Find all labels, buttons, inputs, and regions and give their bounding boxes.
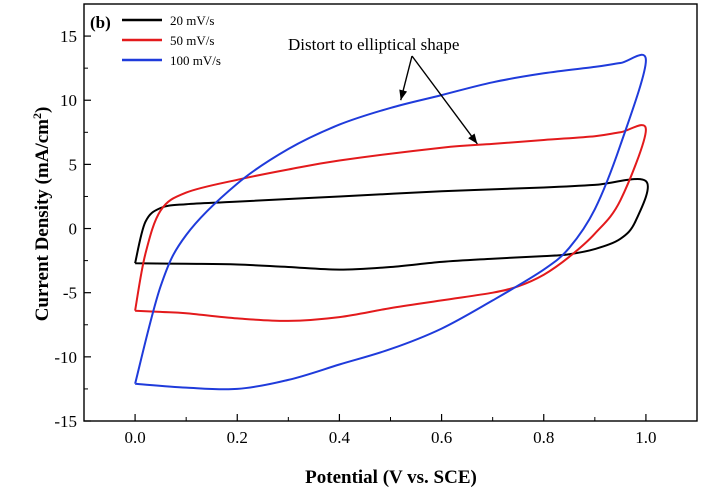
y-tick-label: 15 (60, 27, 77, 46)
panel-label: (b) (90, 13, 111, 32)
series-line-2 (134, 53, 647, 391)
x-tick-label: 0.4 (329, 428, 351, 447)
annotation-arrow-1 (411, 55, 478, 145)
y-tick-label: -10 (54, 348, 77, 367)
x-tick-label: 0.8 (533, 428, 554, 447)
legend-label-2: 100 mV/s (170, 53, 221, 68)
y-tick-label: 10 (60, 91, 77, 110)
axis-ticks: 0.0 0.2 0.4 0.6 0.8 1.0 -15 -10 -5 0 5 10 15 (54, 3, 698, 447)
legend: 20 mV/s 50 mV/s 100 mV/s (122, 13, 221, 68)
annotation-text: Distort to elliptical shape (288, 35, 459, 54)
y-tick-label: 5 (69, 155, 78, 174)
legend-label-0: 20 mV/s (170, 13, 214, 28)
annotation-arrowhead-1 (468, 133, 478, 144)
x-tick-label: 0.0 (124, 428, 145, 447)
y-axis-label-superscript: 2 (30, 113, 44, 119)
series-line-1 (134, 124, 647, 322)
y-tick-label: -5 (63, 284, 77, 303)
x-tick-label: 1.0 (635, 428, 656, 447)
legend-label-1: 50 mV/s (170, 33, 214, 48)
annotation-arrows (399, 55, 478, 145)
annotation-arrowhead-0 (399, 89, 408, 101)
x-tick-label: 0.6 (431, 428, 452, 447)
y-tick-label: -15 (54, 412, 77, 431)
series-layer (134, 53, 649, 391)
y-axis-label: Current Density (mA/cm2) (30, 107, 53, 322)
y-axis-label-main: Current Density (mA/cm (32, 119, 53, 321)
x-axis-label: Potential (V vs. SCE) (305, 467, 477, 488)
y-tick-label: 0 (69, 220, 78, 239)
series-line-0 (134, 178, 649, 271)
x-tick-label: 0.2 (227, 428, 248, 447)
y-axis-label-close: ) (32, 107, 53, 113)
